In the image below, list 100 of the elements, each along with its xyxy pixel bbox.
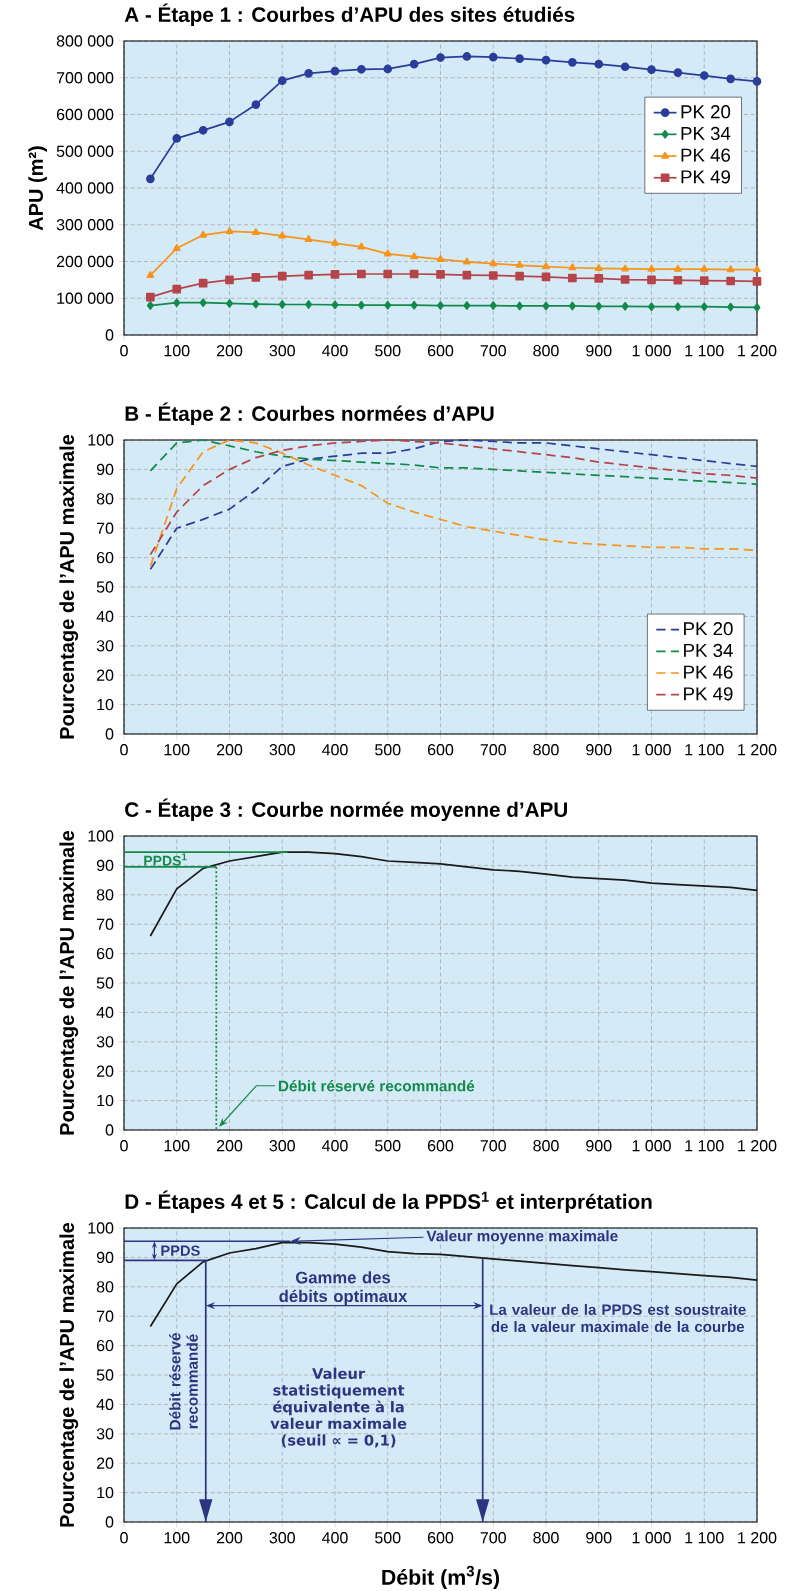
y-tick-label: 60 (96, 947, 114, 960)
x-tick-label: 0 (120, 345, 128, 357)
x-tick-label: 100 (164, 1532, 190, 1544)
y-tick-label: 90 (96, 859, 114, 872)
point (594, 264, 603, 272)
y-tick-label: 100 (88, 1222, 114, 1234)
annotation: Débit réservé recommandé (169, 1333, 198, 1430)
x-tick-label: 600 (427, 744, 454, 756)
point (304, 270, 313, 280)
point (304, 235, 313, 243)
y-tick-label: 300 000 (56, 219, 114, 231)
point (621, 302, 629, 311)
point (199, 230, 207, 238)
point (173, 298, 181, 307)
point (674, 302, 682, 312)
x-tick-label: 0 (120, 1532, 128, 1544)
point (146, 292, 155, 302)
x-tick-label: 700 (480, 1532, 506, 1544)
y-tick-label: 80 (96, 1281, 114, 1293)
legend-label: PK 34 (681, 126, 731, 141)
point (700, 302, 708, 312)
x-tick-label: 200 (216, 1532, 243, 1544)
x-tick-label: 1 000 (632, 345, 671, 357)
point (225, 275, 234, 285)
point (146, 271, 155, 279)
legend-label: PK 46 (684, 665, 733, 679)
annotation: La valeur de la PPDS est soustraite de la valeur maximale de la courbe (490, 1303, 746, 1333)
chart-title: A - Étape 1 : Courbes d’APU des sites étudiés (124, 3, 575, 27)
x-tick-label: 600 (427, 1140, 454, 1152)
point (726, 276, 735, 286)
point (278, 231, 287, 239)
y-tick-label: 60 (96, 1339, 114, 1352)
x-tick-label: 0 (120, 1140, 128, 1152)
point (383, 64, 393, 74)
point (542, 301, 550, 311)
point (489, 259, 498, 267)
y-tick-label: 30 (96, 1036, 114, 1048)
point (541, 55, 551, 65)
y-tick-label: 50 (96, 977, 114, 989)
point (436, 254, 445, 262)
x-tick-label: 400 (322, 1532, 348, 1544)
point (700, 264, 709, 272)
y-tick-label: 0 (105, 728, 114, 740)
point (252, 299, 260, 309)
x-tick-label: 300 (269, 744, 295, 756)
point (462, 52, 472, 61)
point (225, 227, 234, 234)
point (699, 276, 709, 285)
point (304, 69, 313, 78)
y-tick-label: 500 000 (56, 145, 114, 157)
point (172, 284, 182, 294)
y-tick-label: 80 (96, 493, 114, 505)
point (225, 117, 234, 127)
point (620, 275, 630, 284)
point (357, 242, 366, 250)
x-tick-label: 700 (480, 1140, 506, 1152)
point (463, 257, 471, 265)
point (277, 271, 287, 281)
point (594, 59, 604, 69)
point (489, 301, 497, 310)
y-tick-label: 90 (96, 1251, 114, 1264)
x-tick-label: 900 (586, 744, 612, 756)
point (516, 301, 524, 311)
y-tick-label: 600 000 (56, 108, 114, 121)
annotation: Gamme des débits optimaux (279, 1271, 408, 1306)
x-tick-label: 1 100 (685, 744, 724, 756)
x-tick-label: 100 (164, 1140, 190, 1152)
x-tick-label: 900 (586, 1532, 612, 1544)
chart-title: B - Étape 2 : Courbes normées d’APU (125, 402, 494, 426)
x-tick-label: 700 (480, 345, 506, 357)
chart-title: C - Étape 3 : Courbe normée moyenne d’APU (125, 798, 567, 822)
y-tick-label: 90 (96, 463, 114, 476)
x-tick-label: 200 (216, 345, 243, 357)
point (515, 260, 524, 268)
point (331, 238, 339, 246)
point (331, 300, 339, 310)
legend-label: PK 49 (681, 170, 730, 184)
point (648, 302, 655, 312)
point (673, 275, 683, 285)
point (647, 65, 656, 75)
point (726, 74, 735, 84)
x-tick-label: 400 (322, 744, 348, 756)
x-tick-label: 500 (375, 345, 401, 357)
point (198, 125, 208, 135)
x-tick-label: 600 (427, 345, 454, 357)
y-tick-label: 200 000 (56, 255, 114, 268)
y-tick-label: 30 (96, 640, 114, 652)
point (383, 249, 392, 257)
point (647, 275, 656, 285)
x-tick-label: 100 (164, 744, 190, 756)
point (277, 76, 287, 86)
y-tick-label: 80 (96, 889, 114, 901)
point (410, 252, 418, 260)
y-axis-title: Pourcentage de l’APU maximale (59, 830, 79, 1135)
x-tick-label: 700 (480, 744, 506, 756)
point (357, 269, 366, 279)
point (146, 301, 154, 310)
y-tick-label: 70 (96, 1310, 114, 1322)
x-tick-label: 1 000 (632, 1140, 671, 1152)
x-tick-label: 900 (586, 345, 612, 357)
